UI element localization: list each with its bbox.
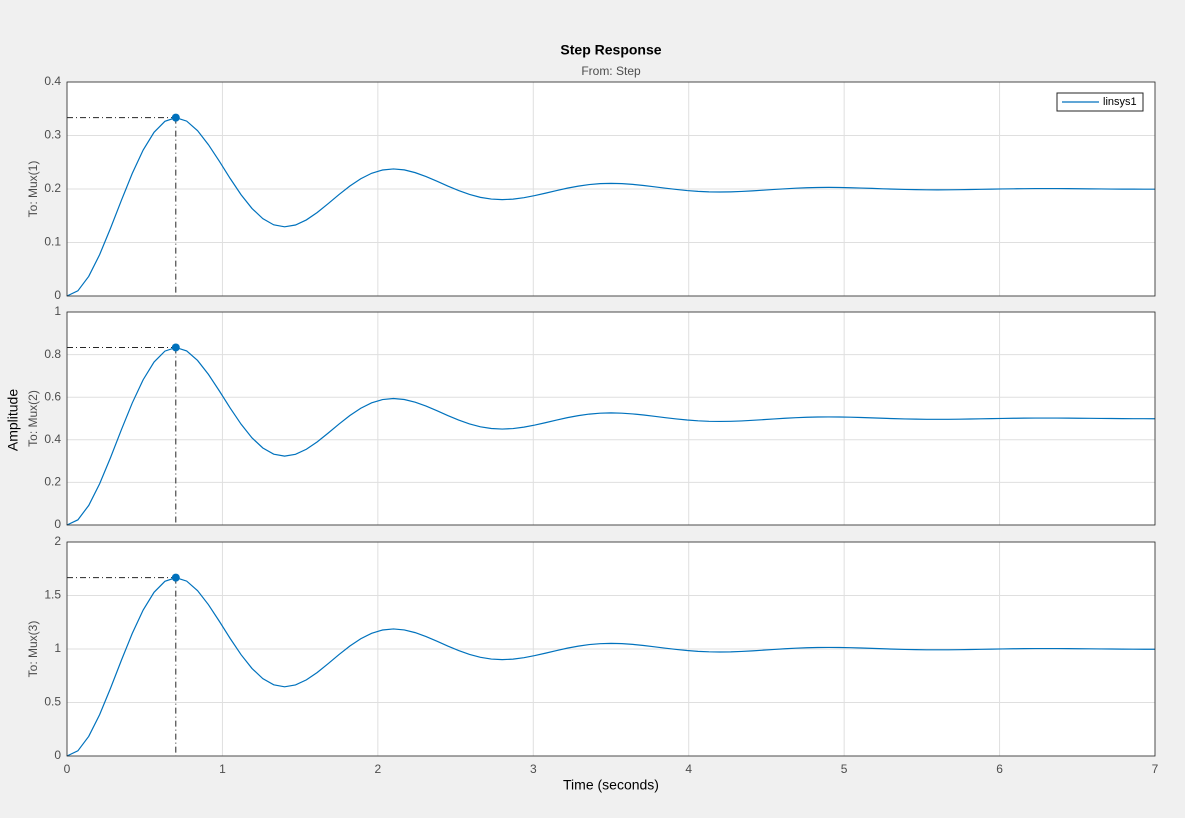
y-tick-label: 0.8	[44, 347, 61, 361]
x-tick-label: 6	[996, 762, 1003, 776]
y-axis-label: To: Mux(3)	[26, 621, 40, 678]
y-axis-label: To: Mux(1)	[26, 161, 40, 218]
x-tick-label: 4	[685, 762, 692, 776]
y-tick-label: 1	[54, 304, 61, 318]
y-tick-label: 0.4	[44, 74, 61, 88]
chart-subtitle: From: Step	[581, 64, 641, 78]
response-line	[66, 116, 1155, 297]
axes-frame	[66, 81, 1156, 297]
peak-marker	[171, 573, 180, 582]
chart-title: Step Response	[560, 42, 661, 58]
y-tick-label: 2	[54, 534, 61, 548]
x-axis-title: Time (seconds)	[563, 777, 659, 793]
peak-marker	[171, 343, 180, 352]
peak-marker	[171, 113, 180, 122]
x-tick-label: 7	[1152, 762, 1159, 776]
y-tick-label: 0.1	[44, 235, 61, 249]
y-tick-label: 0.2	[44, 475, 61, 489]
y-tick-label: 0	[54, 517, 61, 531]
y-tick-label: 0.5	[44, 695, 61, 709]
x-tick-label: 3	[530, 762, 537, 776]
legend-box	[1056, 92, 1144, 112]
response-line	[66, 576, 1156, 757]
axes-frame	[66, 541, 1156, 757]
y-tick-label: 1	[54, 641, 61, 655]
y-axis-label: To: Mux(2)	[26, 390, 40, 447]
y-tick-label: 0.3	[44, 128, 61, 142]
x-tick-label: 1	[219, 762, 226, 776]
y-tick-label: 1.5	[44, 588, 61, 602]
response-line	[66, 346, 1156, 526]
axes-frame	[66, 311, 1156, 526]
y-tick-label: 0	[54, 748, 61, 762]
y-axis-title: Amplitude	[5, 389, 21, 451]
y-tick-label: 0.4	[44, 432, 61, 446]
x-tick-label: 0	[64, 762, 71, 776]
legend-label: linsys1	[1103, 96, 1137, 108]
x-tick-label: 5	[841, 762, 848, 776]
y-tick-label: 0	[54, 288, 61, 302]
y-tick-label: 0.2	[44, 181, 61, 195]
y-tick-label: 0.6	[44, 389, 61, 403]
x-tick-label: 2	[375, 762, 382, 776]
